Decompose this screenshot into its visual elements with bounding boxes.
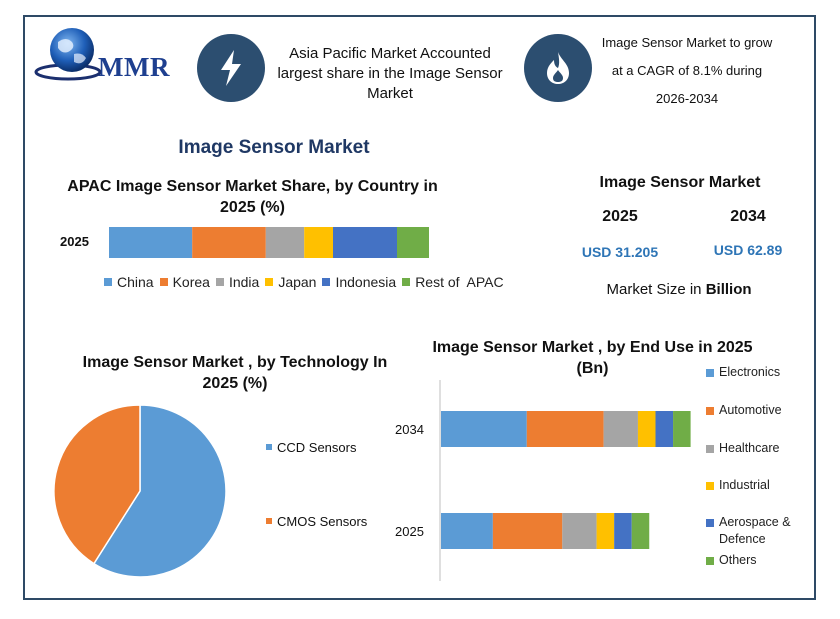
- legend-swatch: [706, 445, 714, 453]
- bar-segment-2034-aerospace-defence: [655, 411, 674, 447]
- bar-segment-2034-industrial: [637, 411, 656, 447]
- legend-label: Rest of APAC: [415, 274, 504, 290]
- bar-segment-japan: [304, 227, 333, 258]
- bar-segment-china: [109, 227, 193, 258]
- legend-item-ccd-sensors: CCD Sensors: [266, 438, 406, 456]
- bar-segment-2025-automotive: [492, 513, 563, 549]
- legend-swatch: [266, 518, 272, 524]
- legend-item-china: China: [104, 274, 154, 290]
- cagr-line-2: at a CAGR of 8.1% during: [611, 63, 763, 78]
- bar-segment-indonesia: [333, 227, 397, 258]
- kpi-footer-unit: Billion: [705, 281, 752, 298]
- bar-segment-rest-of-apac: [397, 227, 429, 258]
- flame-icon: [524, 34, 592, 102]
- legend-label: Japan: [278, 274, 317, 290]
- country-chart-title: APAC Image Sensor Market Share, by Count…: [60, 176, 445, 218]
- bar-segment-2034-healthcare: [603, 411, 638, 447]
- legend-label: China: [117, 274, 154, 290]
- legend-item-india: India: [215, 274, 260, 290]
- header-text-cagr: Image Sensor Market to grow at a CAGR of…: [592, 29, 782, 113]
- kpi-title: Image Sensor Market: [599, 174, 761, 191]
- legend-label: Others: [719, 553, 757, 567]
- legend-label: India: [228, 274, 260, 290]
- legend-label: CCD Sensors: [277, 439, 357, 455]
- country-chart-title-text: APAC Image Sensor Market Share, by Count…: [67, 178, 438, 216]
- kpi-footer-prefix: Market Size in: [606, 281, 706, 298]
- bar-segment-2034-automotive: [526, 411, 604, 447]
- legend-swatch: [322, 278, 331, 286]
- legend-swatch: [706, 369, 714, 377]
- category-label-2034: 2034: [395, 422, 424, 437]
- legend-item-indonesia: Indonesia: [322, 274, 396, 290]
- country-share-chart: 2025: [60, 227, 429, 258]
- kpi-year-2025: 2025: [602, 208, 638, 225]
- bar-segment-india: [265, 227, 305, 258]
- legend-item-others: Others: [706, 552, 810, 569]
- legend-item-industrial: Industrial: [706, 477, 810, 494]
- legend-item-rest-of-apac: Rest of APAC: [402, 274, 504, 290]
- pie-slice-ccd-sensors: [92, 404, 227, 578]
- country-chart-category-label: 2025: [60, 234, 89, 249]
- infographic-frame: [23, 15, 816, 600]
- legend-swatch: [402, 278, 411, 286]
- legend-label: Automotive: [719, 403, 782, 417]
- legend-item-aerospace-defence: Aerospace & Defence: [706, 514, 810, 548]
- legend-label: CMOS Sensors: [277, 513, 368, 529]
- technology-pie-legend: CCD Sensors CMOS Sensors: [266, 438, 406, 530]
- technology-chart-title-text: Image Sensor Market , by Technology In 2…: [82, 354, 388, 392]
- legend-swatch: [706, 407, 714, 415]
- technology-pie-chart: [53, 404, 227, 578]
- legend-item-electronics: Electronics: [706, 364, 810, 381]
- bar-segment-korea: [192, 227, 266, 258]
- legend-swatch: [265, 278, 274, 286]
- legend-swatch: [266, 444, 272, 450]
- legend-item-japan: Japan: [265, 274, 316, 290]
- pie-slice-cmos-sensors: [53, 404, 141, 565]
- enduse-chart-title: Image Sensor Market , by End Use in 2025…: [425, 337, 760, 379]
- bar-segment-2025-healthcare: [562, 513, 597, 549]
- technology-chart-title: Image Sensor Market , by Technology In 2…: [80, 352, 390, 394]
- legend-item-automotive: Automotive: [706, 402, 810, 419]
- country-chart-legend: China Korea India Japan Indonesia Rest of APA…: [104, 274, 510, 290]
- cagr-line-3: 2026-2034: [655, 91, 719, 106]
- legend-label: Aerospace & Defence: [719, 515, 791, 546]
- legend-item-korea: Korea: [159, 274, 210, 290]
- bar-segment-2025-others: [631, 513, 650, 549]
- globe-icon: [34, 28, 102, 81]
- cagr-line-1: Image Sensor Market to grow: [601, 35, 773, 50]
- legend-label: Indonesia: [335, 274, 397, 290]
- kpi-value-2034: USD 62.89: [713, 242, 783, 258]
- legend-item-cmos-sensors: CMOS Sensors: [266, 512, 406, 530]
- bar-segment-2034-electronics: [441, 411, 527, 447]
- legend-label: Industrial: [719, 478, 770, 492]
- legend-item-healthcare: Healthcare: [706, 440, 810, 457]
- main-title: Image Sensor Market: [178, 137, 370, 158]
- enduse-chart-title-text: Image Sensor Market , by End Use in 2025…: [432, 339, 753, 377]
- bar-segment-2025-electronics: [441, 513, 493, 549]
- logo-text: MMR: [98, 52, 170, 82]
- legend-label: Korea: [172, 274, 210, 290]
- enduse-chart: 2034 2025: [395, 380, 691, 581]
- legend-swatch: [159, 278, 168, 286]
- legend-label: Healthcare: [719, 441, 780, 455]
- legend-swatch: [215, 278, 224, 286]
- bar-segment-2034-others: [673, 411, 691, 447]
- legend-swatch: [706, 557, 714, 565]
- bar-segment-2025-aerospace-defence: [614, 513, 632, 549]
- legend-swatch: [706, 519, 714, 527]
- lightning-bolt-icon: [197, 34, 265, 102]
- legend-swatch: [104, 278, 112, 286]
- category-label-2025: 2025: [395, 524, 424, 539]
- legend-label: Electronics: [719, 365, 781, 379]
- kpi-value-2025: USD 31.205: [581, 244, 659, 260]
- bar-segment-2025-industrial: [596, 513, 615, 549]
- logo: [34, 24, 184, 84]
- legend-swatch: [706, 482, 714, 490]
- kpi-footer: Market Size in Billion: [570, 281, 788, 298]
- kpi-year-2034: 2034: [730, 208, 766, 225]
- header-text-apac: Asia Pacific Market Accounted largest sh…: [277, 45, 503, 102]
